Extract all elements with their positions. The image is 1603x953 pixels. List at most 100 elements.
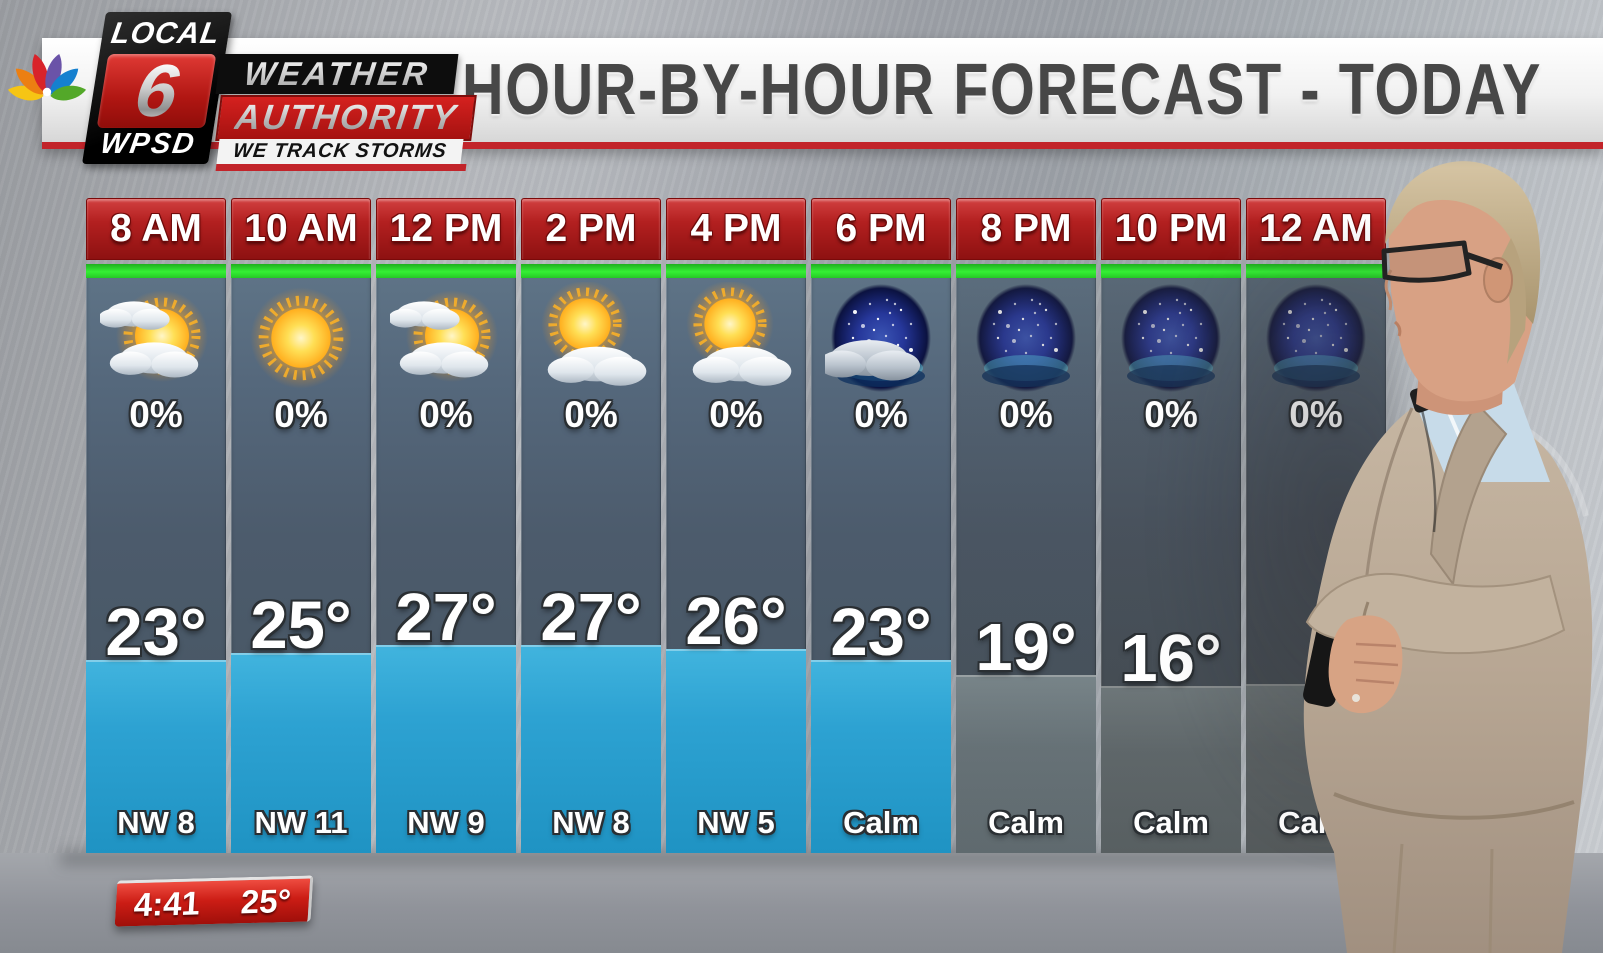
- time-header: 10 PM: [1101, 198, 1241, 260]
- clock-time: 4:41: [132, 883, 202, 923]
- green-divider: [956, 264, 1096, 278]
- logo-red-underline: [215, 164, 467, 171]
- nbc-peacock-icon: [8, 54, 86, 101]
- green-divider: [231, 264, 371, 278]
- column-body: 0% 19° Calm: [956, 278, 1096, 853]
- forecast-column: 4 PM 0% 26° NW 5: [666, 198, 806, 853]
- column-body: 0% 25° NW 11: [231, 278, 371, 853]
- column-body: 0% 26° NW 5: [666, 278, 806, 853]
- time-label: 12 AM: [1259, 207, 1373, 250]
- time-label: 4 PM: [690, 207, 782, 250]
- temperature-bar: [956, 675, 1096, 853]
- temperature-bar: [231, 653, 371, 853]
- station-logo: LOCAL 6 WPSD WEATHER AUTHORITY WE TRA: [8, 4, 477, 176]
- precip-chance: 0%: [1144, 394, 1198, 435]
- local6-box: LOCAL 6 WPSD: [81, 12, 233, 164]
- temperature-label: 25°: [250, 588, 352, 663]
- channel-badge: 6: [96, 49, 217, 132]
- weather-label: WEATHER: [242, 55, 433, 92]
- time-header: 12 PM: [376, 198, 516, 260]
- clear-night-icon: [1101, 282, 1241, 394]
- column-body: 0% 23° Calm: [811, 278, 951, 853]
- green-divider: [1101, 264, 1241, 278]
- temperature-label: 23°: [830, 595, 932, 670]
- weather-banner: WEATHER: [215, 54, 459, 94]
- time-label: 10 PM: [1114, 207, 1228, 250]
- column-body: 0% 27° NW 9: [376, 278, 516, 853]
- presenter-hand: [1328, 615, 1403, 714]
- temperature-bar: [86, 660, 226, 853]
- time-header: 8 PM: [956, 198, 1096, 260]
- authority-label: AUTHORITY: [232, 98, 460, 137]
- forecast-column: 10 PM 0% 16° Calm: [1101, 198, 1241, 853]
- page-title: HOUR-BY-HOUR FORECAST - TODAY: [462, 50, 1543, 130]
- time-header: 10 AM: [231, 198, 371, 260]
- wind-label: NW 5: [697, 805, 775, 840]
- time-label: 2 PM: [545, 207, 637, 250]
- precip-chance: 0%: [419, 394, 473, 435]
- column-body: 0% 23° NW 8: [86, 278, 226, 853]
- glasses: [1381, 240, 1472, 283]
- green-divider: [1246, 264, 1386, 278]
- wind-label: NW 8: [552, 805, 630, 840]
- local-label: LOCAL: [108, 17, 223, 50]
- temperature-label: 23°: [105, 595, 207, 670]
- forecast-column: 8 PM 0% 19° Calm: [956, 198, 1096, 853]
- forecast-column: 6 PM 0% 23° Calm: [811, 198, 951, 853]
- temperature-bar: [376, 645, 516, 853]
- partly-sunny-icon: [376, 282, 516, 394]
- precip-chance: 0%: [854, 394, 908, 435]
- precip-chance: 0%: [999, 394, 1053, 435]
- temperature-bar: [666, 649, 806, 853]
- time-header: 4 PM: [666, 198, 806, 260]
- temperature-bar: [521, 645, 661, 853]
- time-header: 8 AM: [86, 198, 226, 260]
- authority-banner: AUTHORITY: [215, 95, 477, 141]
- temperature-label: 26°: [685, 584, 787, 659]
- wind-label: NW 8: [117, 805, 195, 840]
- green-divider: [86, 264, 226, 278]
- time-header: 6 PM: [811, 198, 951, 260]
- column-body: 0% 27° NW 8: [521, 278, 661, 853]
- precip-chance: 0%: [1289, 394, 1343, 435]
- temperature-label: 16°: [1120, 621, 1222, 696]
- precip-chance: 0%: [709, 394, 763, 435]
- time-temp-bug: 4:41 25°: [114, 875, 314, 927]
- time-label: 12 PM: [389, 207, 503, 250]
- forecast-column: 8 AM 0% 23° NW 8: [86, 198, 226, 853]
- weather-presenter: [1303, 161, 1593, 953]
- green-divider: [666, 264, 806, 278]
- forecast-column: 10 AM 0% 25° NW 11: [231, 198, 371, 853]
- green-divider: [811, 264, 951, 278]
- mostly-sunny-icon: [666, 282, 806, 394]
- temperature-bar: [811, 660, 951, 853]
- presenter-ear: [1483, 257, 1513, 303]
- temperature-bar: [1101, 686, 1241, 853]
- time-label: 10 AM: [244, 207, 358, 250]
- wind-label: Calm: [843, 805, 919, 840]
- temperature-label: 27°: [395, 580, 497, 655]
- precip-chance: 0%: [129, 394, 183, 435]
- temperature-label: 19°: [975, 610, 1077, 685]
- mostly-sunny-icon: [521, 282, 661, 394]
- wind-label: NW 9: [407, 805, 485, 840]
- time-label: 8 PM: [980, 207, 1072, 250]
- wind-label: Calm: [988, 805, 1064, 840]
- clear-night-icon: [1246, 282, 1386, 394]
- forecast-column: 12 PM 0% 27° NW 9: [376, 198, 516, 853]
- current-temp: 25°: [239, 881, 293, 920]
- green-divider: [521, 264, 661, 278]
- wind-label: Calm: [1133, 805, 1209, 840]
- green-divider: [376, 264, 516, 278]
- forecast-grid: 8 AM 0% 23° NW 8 10 AM 0%: [86, 198, 1386, 853]
- partly-sunny-icon: [86, 282, 226, 394]
- temperature-label: 27°: [540, 580, 642, 655]
- column-body: 0% 16° Calm: [1101, 278, 1241, 853]
- callsign-label: WPSD: [98, 128, 199, 160]
- forecast-column: 2 PM 0% 27° NW 8: [521, 198, 661, 853]
- columns-drop-shadow: [60, 850, 1400, 866]
- time-header: 12 AM: [1246, 198, 1386, 260]
- time-label: 6 PM: [835, 207, 927, 250]
- wind-label: NW 11: [254, 805, 348, 840]
